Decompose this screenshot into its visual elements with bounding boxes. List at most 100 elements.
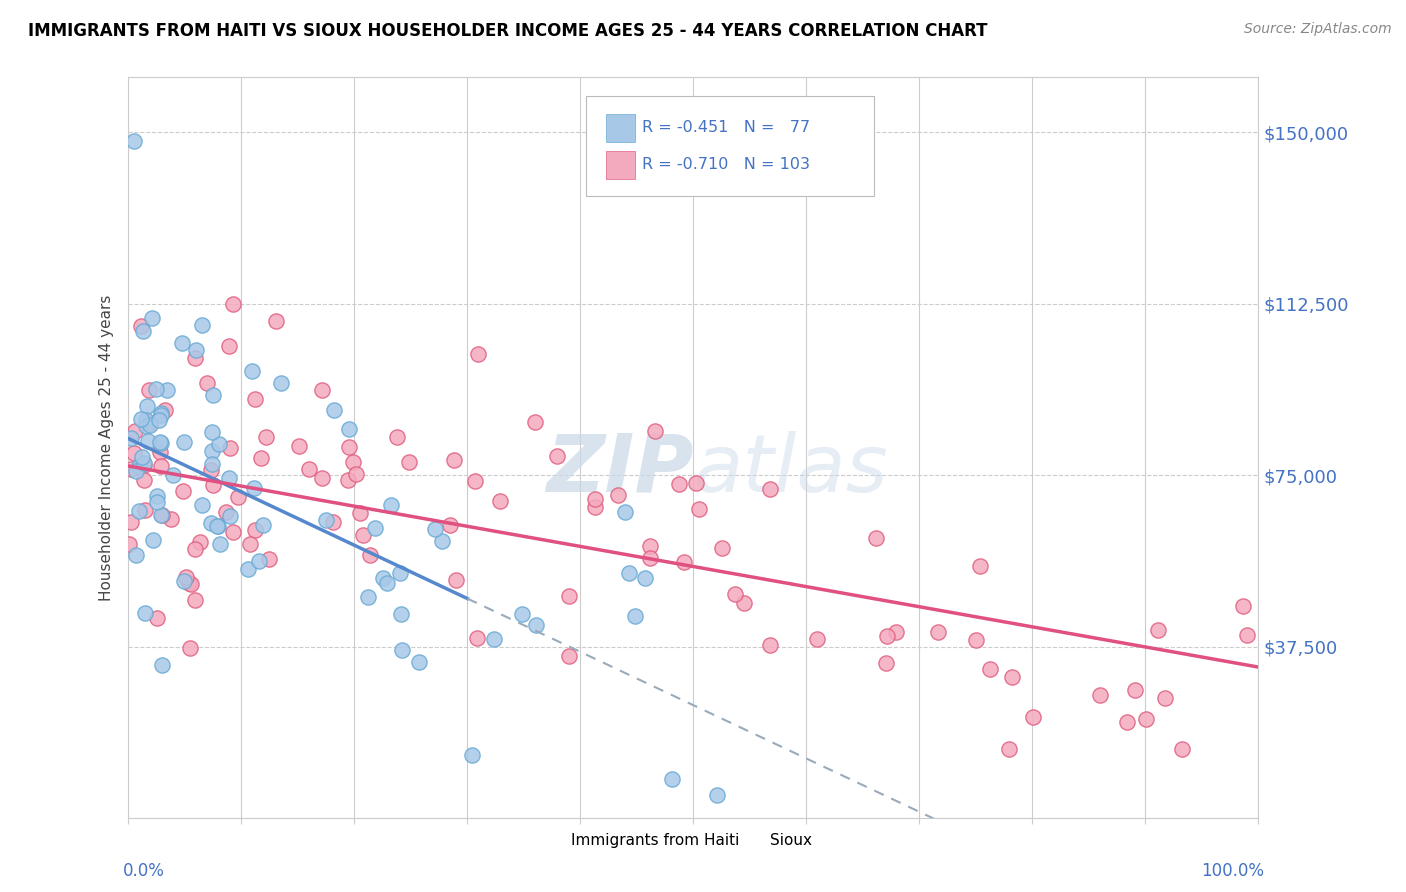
Point: [215, 504, 238, 518]
Point: [135, 419, 157, 434]
Point: [711, 541, 734, 555]
Point: [270, 376, 292, 391]
Point: [129, 319, 152, 334]
Point: [489, 494, 512, 508]
Point: [371, 572, 394, 586]
Point: [205, 518, 228, 533]
Point: [315, 513, 337, 527]
Point: [150, 657, 173, 672]
Point: [389, 607, 412, 621]
Point: [132, 324, 155, 338]
Point: [200, 516, 222, 530]
Point: [337, 440, 360, 454]
Point: [149, 436, 172, 450]
Point: [1022, 710, 1045, 724]
Point: [191, 318, 214, 332]
Point: [733, 596, 755, 610]
Point: [359, 548, 381, 562]
Point: [174, 570, 197, 584]
Point: [243, 481, 266, 495]
Point: [226, 490, 249, 504]
Text: atlas: atlas: [693, 431, 889, 509]
Point: [997, 742, 1019, 756]
Point: [138, 417, 160, 431]
Point: [188, 535, 211, 549]
Point: [1116, 714, 1139, 729]
Point: [357, 590, 380, 604]
Text: 100.0%: 100.0%: [1201, 863, 1264, 880]
Point: [208, 436, 231, 450]
Point: [201, 458, 224, 472]
Point: [245, 392, 267, 406]
Point: [184, 592, 207, 607]
Point: [201, 443, 224, 458]
Point: [524, 416, 547, 430]
Point: [979, 662, 1001, 676]
Point: [146, 495, 169, 509]
Point: [173, 434, 195, 449]
Point: [219, 441, 242, 455]
Point: [638, 550, 661, 565]
Point: [200, 463, 222, 477]
Point: [461, 748, 484, 763]
Point: [1154, 691, 1177, 706]
Point: [141, 310, 163, 325]
Point: [184, 351, 207, 365]
Point: [546, 450, 568, 464]
Point: [184, 343, 207, 358]
Point: [484, 632, 506, 646]
Text: R = -0.710   N = 103: R = -0.710 N = 103: [643, 157, 810, 171]
Point: [876, 629, 898, 643]
Point: [190, 499, 212, 513]
Point: [180, 577, 202, 591]
Point: [150, 459, 173, 474]
Point: [633, 571, 655, 585]
Point: [254, 430, 277, 444]
Point: [558, 589, 581, 603]
Point: [444, 574, 467, 588]
Point: [661, 772, 683, 786]
Bar: [606, 151, 634, 179]
Point: [389, 566, 412, 580]
Point: [430, 533, 453, 548]
Point: [129, 412, 152, 426]
Point: [583, 500, 606, 515]
Point: [467, 347, 489, 361]
Point: [132, 456, 155, 470]
Point: [322, 403, 344, 417]
Point: [128, 504, 150, 518]
Point: [120, 515, 142, 529]
Point: [134, 473, 156, 487]
Point: [337, 473, 360, 487]
Point: [247, 554, 270, 568]
Point: [264, 314, 287, 328]
Point: [759, 638, 782, 652]
Point: [387, 430, 409, 444]
Point: [408, 655, 430, 669]
Point: [218, 338, 240, 352]
Point: [139, 418, 162, 433]
Point: [179, 641, 201, 656]
Point: [125, 464, 148, 478]
Point: [117, 537, 139, 551]
Text: R = -0.451   N =   77: R = -0.451 N = 77: [643, 120, 811, 135]
Point: [465, 632, 488, 646]
Point: [439, 517, 461, 532]
Point: [322, 515, 344, 529]
Point: [337, 422, 360, 436]
Point: [148, 413, 170, 427]
Point: [124, 425, 146, 439]
Point: [222, 297, 245, 311]
Point: [120, 431, 142, 445]
Point: [238, 562, 260, 576]
Point: [131, 450, 153, 464]
Text: Source: ZipAtlas.com: Source: ZipAtlas.com: [1244, 22, 1392, 37]
FancyBboxPatch shape: [586, 96, 875, 196]
Point: [617, 566, 640, 580]
Point: [149, 444, 172, 458]
Point: [806, 632, 828, 647]
Point: [150, 408, 173, 422]
Point: [138, 383, 160, 397]
Point: [524, 618, 547, 632]
Text: IMMIGRANTS FROM HAITI VS SIOUX HOUSEHOLDER INCOME AGES 25 - 44 YEARS CORRELATION: IMMIGRANTS FROM HAITI VS SIOUX HOUSEHOLD…: [28, 22, 987, 40]
